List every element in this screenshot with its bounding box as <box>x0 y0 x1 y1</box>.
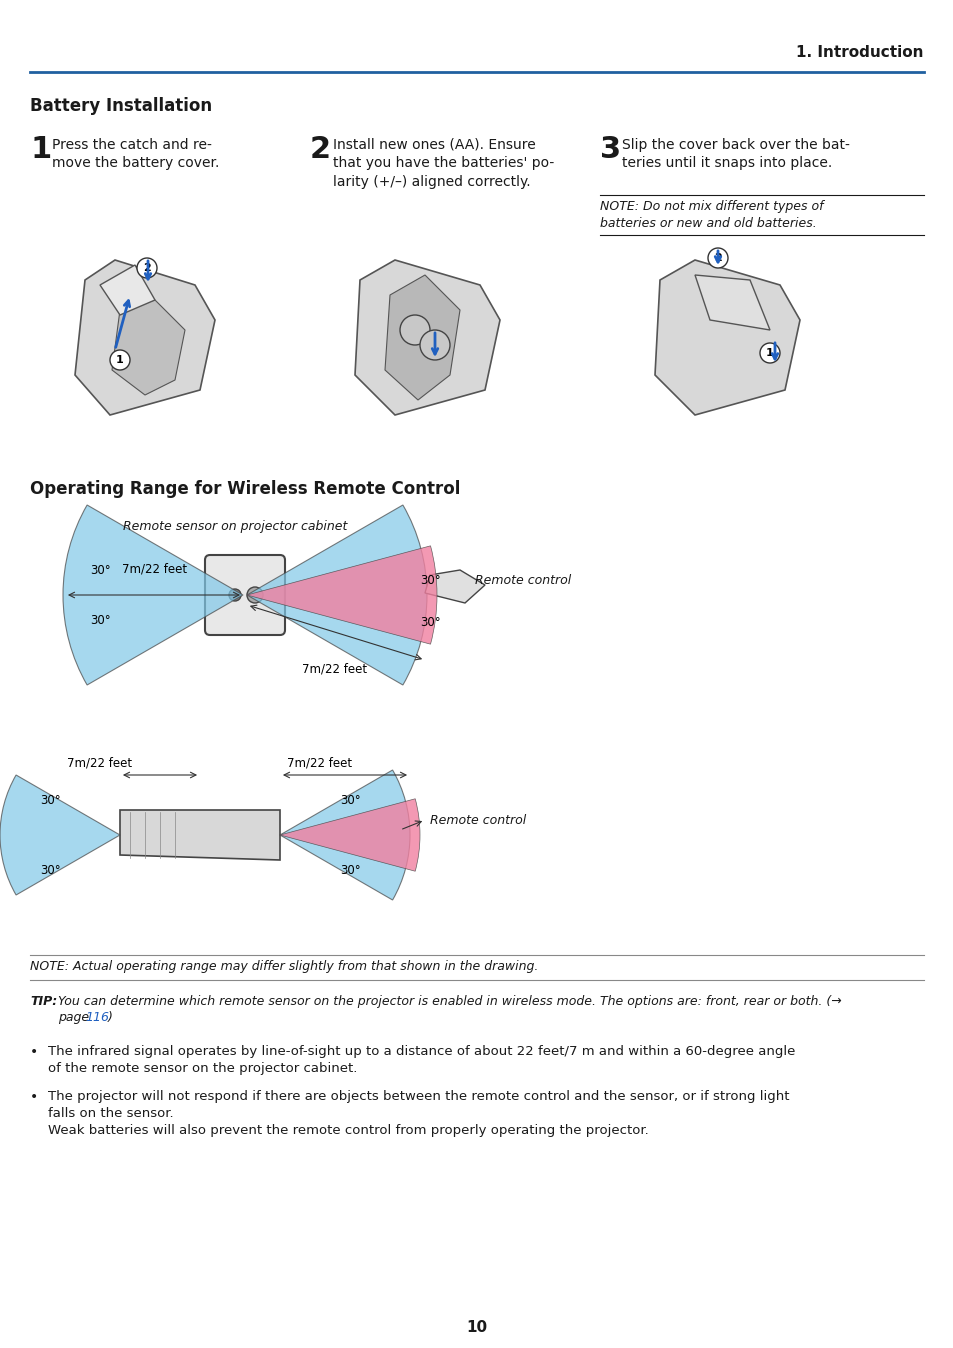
Text: 30°: 30° <box>40 864 60 876</box>
Text: 7m/22 feet: 7m/22 feet <box>122 562 188 576</box>
Text: 10: 10 <box>466 1320 487 1335</box>
Wedge shape <box>247 546 436 644</box>
Text: Remote control: Remote control <box>475 573 571 586</box>
Circle shape <box>110 350 130 369</box>
Text: 1: 1 <box>765 348 773 359</box>
Text: 30°: 30° <box>339 864 360 876</box>
Polygon shape <box>424 570 484 603</box>
Text: ): ) <box>108 1011 112 1024</box>
Polygon shape <box>112 301 185 395</box>
Text: NOTE: Actual operating range may differ slightly from that shown in the drawing.: NOTE: Actual operating range may differ … <box>30 960 537 973</box>
Text: Remote sensor on projector cabinet: Remote sensor on projector cabinet <box>123 520 347 532</box>
Text: 30°: 30° <box>40 794 60 806</box>
Circle shape <box>419 330 450 360</box>
Text: The infrared signal operates by line-of-sight up to a distance of about 22 feet/: The infrared signal operates by line-of-… <box>48 1045 795 1074</box>
Text: 116: 116 <box>85 1011 109 1024</box>
Text: 2: 2 <box>714 253 721 263</box>
Circle shape <box>760 342 780 363</box>
Wedge shape <box>0 775 120 895</box>
Text: 30°: 30° <box>339 794 360 806</box>
Text: Press the catch and re-
move the battery cover.: Press the catch and re- move the battery… <box>52 137 219 170</box>
Text: 1. Introduction: 1. Introduction <box>796 44 923 61</box>
Circle shape <box>229 589 241 601</box>
Text: TIP:: TIP: <box>30 995 57 1008</box>
Wedge shape <box>63 506 243 685</box>
Circle shape <box>247 586 263 603</box>
Text: •: • <box>30 1091 38 1104</box>
Text: 30°: 30° <box>90 613 111 627</box>
Text: 7m/22 feet: 7m/22 feet <box>287 758 353 770</box>
Text: 2: 2 <box>310 135 331 164</box>
Polygon shape <box>385 275 459 400</box>
Wedge shape <box>247 506 427 685</box>
Wedge shape <box>280 799 419 871</box>
Text: 30°: 30° <box>419 616 440 630</box>
Text: 2: 2 <box>143 263 151 274</box>
Text: 7m/22 feet: 7m/22 feet <box>68 758 132 770</box>
Text: Operating Range for Wireless Remote Control: Operating Range for Wireless Remote Cont… <box>30 480 460 497</box>
Text: 3: 3 <box>599 135 620 164</box>
Circle shape <box>137 257 157 278</box>
Text: 7m/22 feet: 7m/22 feet <box>302 662 367 675</box>
Text: Battery Installation: Battery Installation <box>30 97 212 115</box>
Text: •: • <box>30 1045 38 1060</box>
Text: 30°: 30° <box>90 563 111 577</box>
Wedge shape <box>280 770 410 900</box>
Polygon shape <box>695 275 769 330</box>
Polygon shape <box>355 260 499 415</box>
Polygon shape <box>655 260 800 415</box>
Text: page: page <box>58 1011 93 1024</box>
Text: The projector will not respond if there are objects between the remote control a: The projector will not respond if there … <box>48 1091 789 1136</box>
Text: Remote control: Remote control <box>430 813 526 826</box>
FancyBboxPatch shape <box>205 555 285 635</box>
Text: Slip the cover back over the bat-
teries until it snaps into place.: Slip the cover back over the bat- teries… <box>621 137 849 170</box>
Text: 1: 1 <box>30 135 51 164</box>
Polygon shape <box>100 266 154 315</box>
Text: You can determine which remote sensor on the projector is enabled in wireless mo: You can determine which remote sensor on… <box>58 995 841 1008</box>
Polygon shape <box>120 810 280 860</box>
Text: NOTE: Do not mix different types of
batteries or new and old batteries.: NOTE: Do not mix different types of batt… <box>599 200 822 231</box>
Polygon shape <box>75 260 214 415</box>
Text: 1: 1 <box>116 355 124 365</box>
Circle shape <box>399 315 430 345</box>
Text: Install new ones (AA). Ensure
that you have the batteries' po-
larity (+/–) alig: Install new ones (AA). Ensure that you h… <box>333 137 554 189</box>
Circle shape <box>707 248 727 268</box>
Text: 30°: 30° <box>419 573 440 586</box>
